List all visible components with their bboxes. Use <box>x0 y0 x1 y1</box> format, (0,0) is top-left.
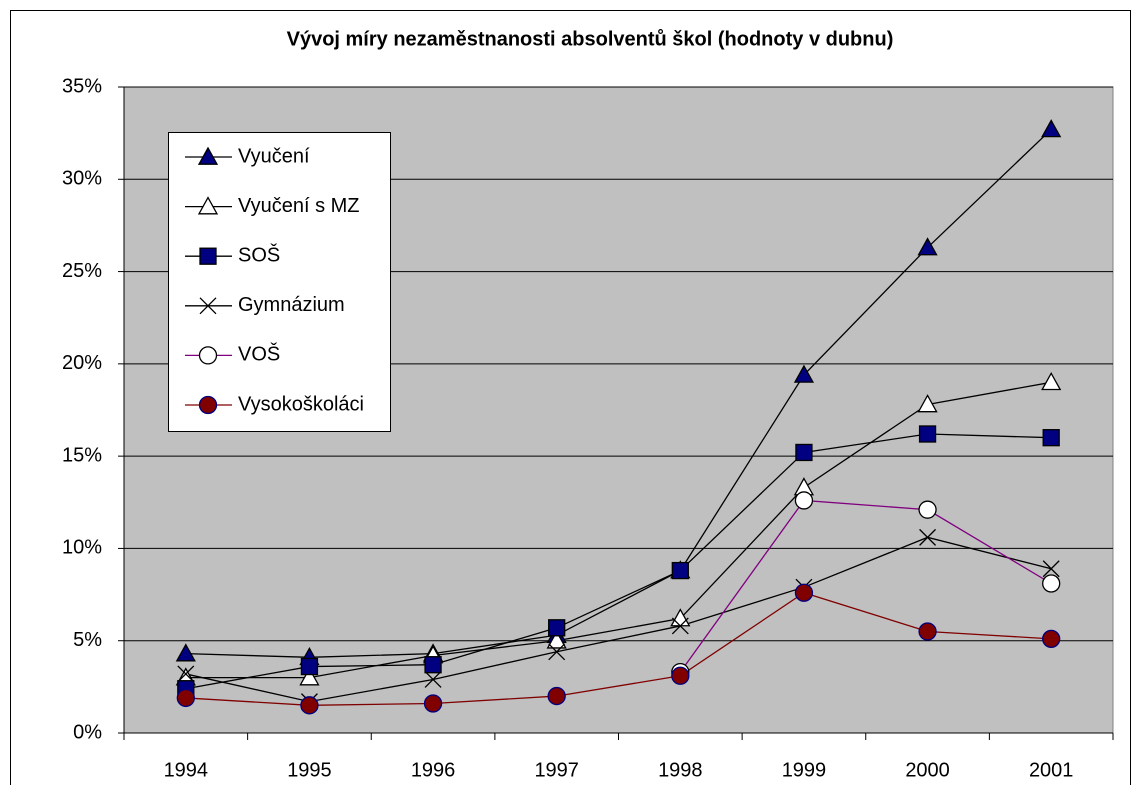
marker <box>793 364 815 383</box>
marker <box>198 395 218 415</box>
marker <box>917 237 938 256</box>
x-tick-label: 1997 <box>534 759 579 781</box>
y-tick-label: 15% <box>62 444 102 466</box>
marker <box>299 667 320 686</box>
marker <box>1042 574 1061 593</box>
legend-label: Vyučení s MZ <box>238 195 360 217</box>
marker <box>424 671 442 688</box>
legend-label: Gymnázium <box>238 294 345 316</box>
marker <box>176 688 195 708</box>
marker <box>918 425 937 443</box>
legend-label: VOŠ <box>238 343 280 366</box>
series-line <box>185 433 1052 690</box>
x-tick-label: 2001 <box>1029 759 1074 781</box>
y-tick-label: 5% <box>73 629 102 651</box>
x-tick-label: 1994 <box>164 759 209 781</box>
marker <box>546 630 567 649</box>
marker <box>1041 119 1062 138</box>
legend: Vyučení Vyučení s MZ SOŠ Gymnázium VOŠ Vysoko… <box>168 132 391 432</box>
chart-title: Vývoj míry nezaměstnanosti absolventů šk… <box>287 28 894 50</box>
x-tick-label: 1995 <box>287 759 332 781</box>
marker <box>548 619 566 637</box>
marker <box>300 657 319 676</box>
marker <box>198 346 218 365</box>
y-tick-label: 0% <box>73 721 102 743</box>
marker <box>918 622 937 641</box>
marker <box>1042 560 1060 578</box>
series-line <box>185 536 1052 703</box>
marker <box>671 561 689 580</box>
marker <box>197 196 219 215</box>
marker <box>300 696 319 715</box>
series-line <box>679 499 1052 673</box>
marker <box>918 500 937 519</box>
series-line <box>185 381 1052 679</box>
marker <box>548 643 566 661</box>
series-line <box>185 128 1052 658</box>
y-tick-label: 30% <box>62 168 102 190</box>
marker <box>199 247 217 265</box>
y-tick-label: 35% <box>62 75 102 97</box>
marker <box>917 394 938 413</box>
marker <box>795 443 813 462</box>
marker <box>671 617 689 635</box>
marker <box>671 666 690 685</box>
marker <box>199 297 217 315</box>
series-line <box>185 592 1052 706</box>
legend-label: Vyučení <box>238 145 310 167</box>
marker <box>1041 371 1062 391</box>
marker <box>794 491 814 510</box>
legend-box <box>168 132 391 432</box>
marker <box>919 528 937 546</box>
marker <box>1042 429 1060 447</box>
x-tick-label: 2000 <box>905 759 950 781</box>
marker <box>175 643 196 662</box>
y-tick-label: 25% <box>62 260 102 282</box>
x-tick-label: 1996 <box>411 759 456 781</box>
marker <box>794 583 814 602</box>
legend-label: Vysokoškoláci <box>238 393 364 415</box>
x-tick-label: 1998 <box>658 759 703 781</box>
marker <box>1042 629 1061 649</box>
marker <box>547 686 566 706</box>
marker <box>177 665 195 683</box>
legend-label: SOŠ <box>238 243 280 266</box>
marker <box>197 146 219 165</box>
marker <box>423 694 443 713</box>
y-tick-label: 10% <box>62 537 102 559</box>
x-tick-label: 1999 <box>782 759 827 781</box>
y-tick-label: 20% <box>62 352 102 374</box>
marker <box>424 656 442 674</box>
